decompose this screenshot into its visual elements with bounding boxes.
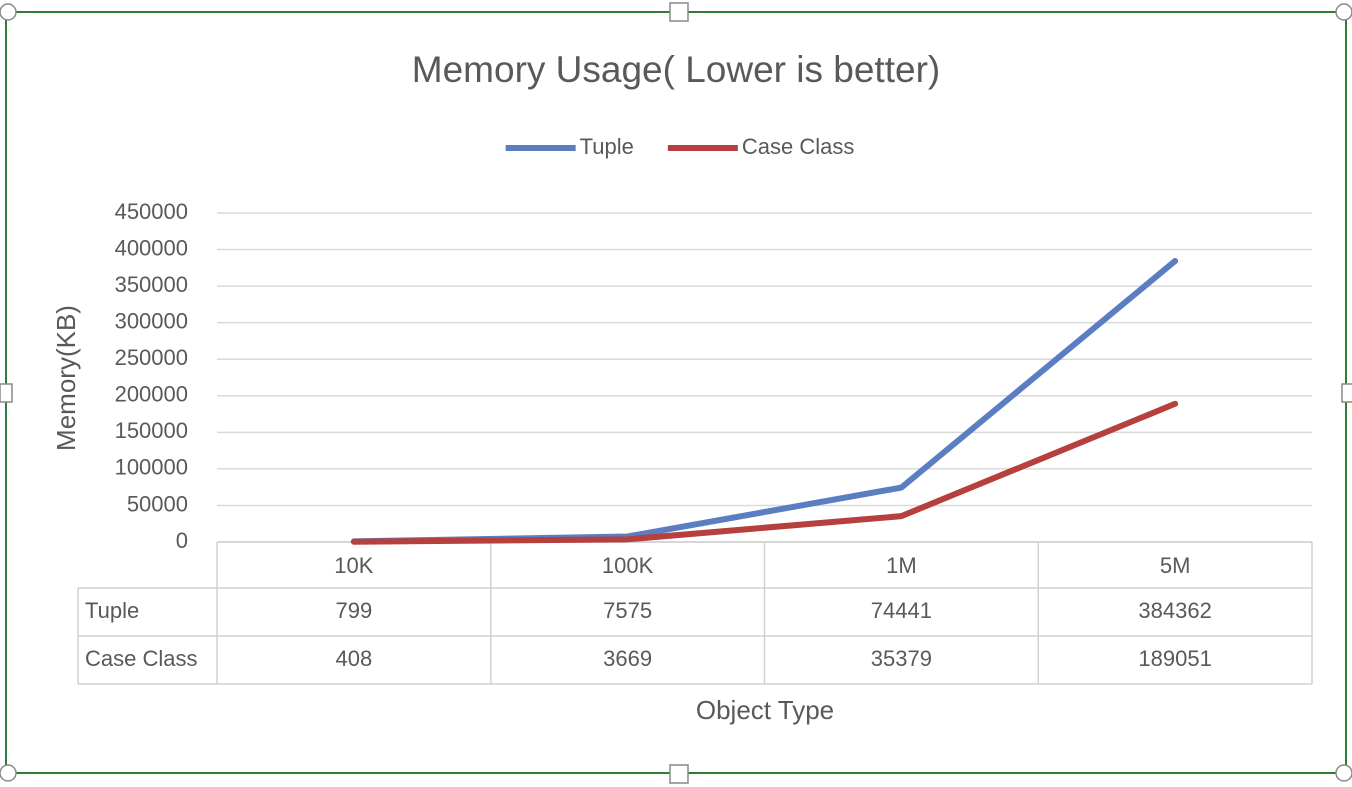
legend-label: Tuple xyxy=(580,134,634,159)
y-tick-label: 0 xyxy=(176,528,188,553)
y-tick-label: 150000 xyxy=(115,418,188,443)
y-tick-label: 50000 xyxy=(127,491,188,516)
table-cell: 7575 xyxy=(603,598,652,623)
x-tick-label: 5M xyxy=(1160,553,1191,578)
y-tick-label: 450000 xyxy=(115,199,188,224)
resize-handle[interactable] xyxy=(669,2,689,22)
y-tick-label: 250000 xyxy=(115,345,188,370)
table-cell: 799 xyxy=(336,598,373,623)
x-tick-label: 1M xyxy=(886,553,917,578)
y-tick-label: 400000 xyxy=(115,235,188,260)
resize-handle[interactable] xyxy=(669,764,689,784)
resize-handle[interactable] xyxy=(1335,3,1352,21)
resize-handle[interactable] xyxy=(1335,764,1352,782)
table-cell: 35379 xyxy=(871,646,932,671)
resize-handle[interactable] xyxy=(0,764,17,782)
chart-title: Memory Usage( Lower is better) xyxy=(412,49,940,90)
y-tick-label: 200000 xyxy=(115,382,188,407)
table-row-header: Tuple xyxy=(85,598,139,623)
x-axis-label: Object Type xyxy=(696,695,834,725)
table-cell: 74441 xyxy=(871,598,932,623)
y-tick-label: 350000 xyxy=(115,272,188,297)
resize-handle[interactable] xyxy=(0,3,17,21)
x-tick-label: 100K xyxy=(602,553,654,578)
legend-label: Case Class xyxy=(742,134,854,159)
y-tick-label: 100000 xyxy=(115,455,188,480)
resize-handle[interactable] xyxy=(0,383,13,403)
table-cell: 189051 xyxy=(1138,646,1211,671)
table-cell: 408 xyxy=(336,646,373,671)
x-tick-label: 10K xyxy=(334,553,373,578)
resize-handle[interactable] xyxy=(1341,383,1352,403)
table-row-header: Case Class xyxy=(85,646,197,671)
series-line xyxy=(350,400,1179,545)
table-cell: 3669 xyxy=(603,646,652,671)
table-cell: 384362 xyxy=(1138,598,1211,623)
chart-frame[interactable] xyxy=(5,11,1347,774)
y-tick-label: 300000 xyxy=(115,308,188,333)
y-axis-label: Memory(KB) xyxy=(51,305,81,451)
